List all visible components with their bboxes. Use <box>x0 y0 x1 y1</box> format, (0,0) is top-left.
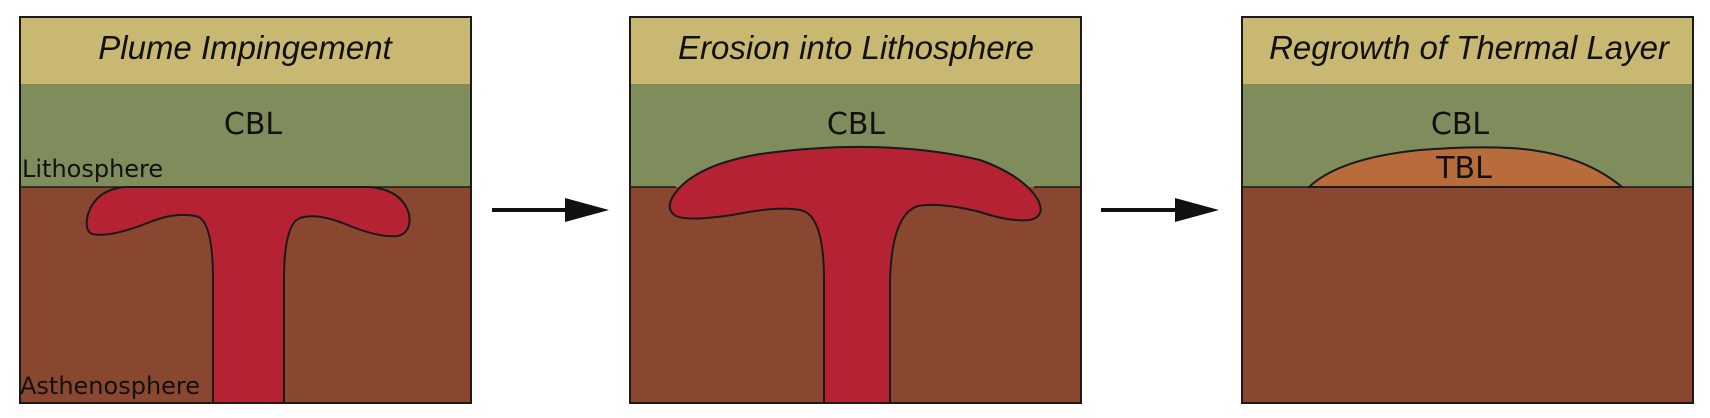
title-band <box>630 17 1081 84</box>
cbl-label: CBL <box>827 107 886 142</box>
panel-frame <box>629 16 1082 404</box>
panel-erosion-into-lithosphere: Erosion into Lithosphere CBL <box>629 16 1082 404</box>
title-band <box>20 17 471 84</box>
arrow-2 <box>1101 198 1219 222</box>
lithosphere-layer <box>20 84 471 187</box>
panel-regrowth-of-thermal-layer: Regrowth of Thermal Layer CBL TBL <box>1241 16 1694 404</box>
title-band <box>1242 17 1693 84</box>
lithosphere-label: Lithosphere <box>22 155 163 183</box>
panel-frame <box>19 16 472 404</box>
asthenosphere-label: Asthenosphere <box>20 372 200 400</box>
panel-title: Erosion into Lithosphere <box>678 29 1034 66</box>
right-arrow-icon <box>565 198 609 222</box>
panel-plume-impingement: Plume Impingement CBL Lithosphere Asthen… <box>19 16 472 404</box>
panel-title: Regrowth of Thermal Layer <box>1269 29 1671 66</box>
thermal-boundary-layer <box>1306 146 1625 188</box>
panel-title: Plume Impingement <box>98 29 393 66</box>
cbl-label: CBL <box>224 107 283 142</box>
right-arrow-icon <box>1175 198 1219 222</box>
tbl-label: TBL <box>1435 151 1492 186</box>
asthenosphere-layer <box>1242 187 1693 403</box>
plume-head-and-stem <box>668 145 1042 404</box>
cbl-label: CBL <box>1431 107 1490 142</box>
arrow-1 <box>492 198 609 222</box>
panel-frame <box>1241 16 1694 404</box>
